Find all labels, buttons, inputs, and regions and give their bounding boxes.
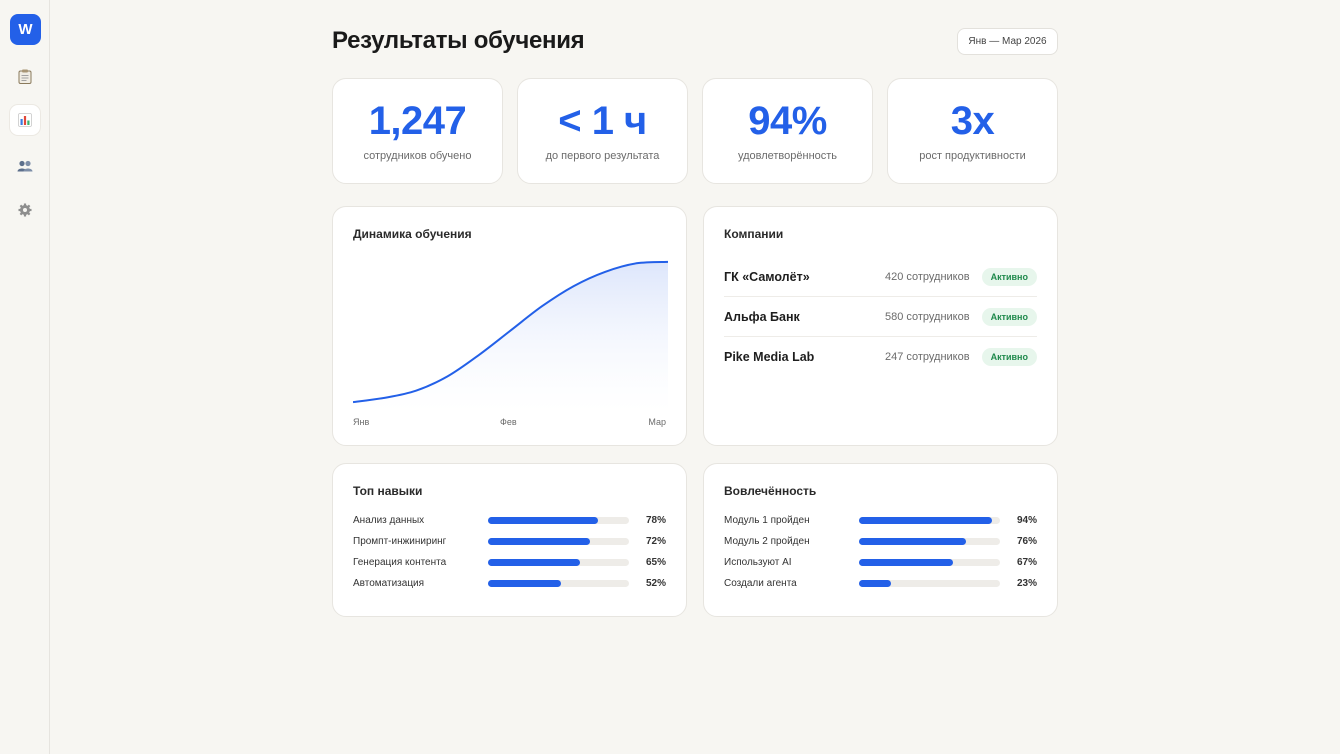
progress-fill [859,579,892,587]
engagement-card: Вовлечённость Модуль 1 пройден 94% Модул… [703,463,1058,617]
engagement-value: 94% [1016,514,1037,526]
progress-track [859,537,1000,545]
company-row[interactable]: ГК «Самолёт» 420 сотрудников Активно [724,257,1037,297]
company-count: 247 сотрудников [884,351,970,363]
skill-label: Автоматизация [353,577,425,589]
company-name: ГК «Самолёт» [724,269,810,284]
engagement-row: Создали агента 23% [724,576,1037,590]
engagement-label: Используют AI [724,556,792,568]
bar-chart-icon [18,113,32,127]
stat-label: удовлетворённость [737,150,838,162]
users-icon [17,160,33,172]
progress-track [859,516,1000,524]
date-range-picker[interactable]: Янв — Мар 2026 [957,28,1058,55]
stat-label: рост продуктивности [919,150,1026,162]
x-tick-label: Янв [353,417,370,427]
sidebar-item-settings[interactable] [10,195,40,225]
sidebar-item-analytics[interactable] [10,105,40,135]
skills-title: Топ навыки [353,484,423,498]
progress-fill [488,579,562,587]
progress-track [488,558,629,566]
engagement-row: Модуль 1 пройден 94% [724,513,1037,527]
company-count: 420 сотрудников [884,270,970,283]
skill-value: 72% [645,535,666,547]
companies-card: Компании ГК «Самолёт» 420 сотрудников Ак… [703,206,1058,446]
dynamics-title: Динамика обучения [353,227,472,241]
stat-card-productivity: 3x рост продуктивности [887,78,1058,184]
stat-value: 94% [748,99,827,143]
skills-card: Топ навыки Анализ данных 78% Промпт-инжи… [332,463,687,617]
engagement-value: 76% [1016,535,1037,547]
progress-fill [488,558,580,566]
progress-track [488,537,629,545]
chart-series-line [353,260,668,404]
app-logo[interactable]: W [10,14,41,45]
stat-card-satisfaction: 94% удовлетворённость [702,78,873,184]
progress-track [488,516,629,524]
chart-area-fill [353,261,668,412]
dynamics-card: Динамика обучения Янв Фев Мар [332,206,687,446]
company-row[interactable]: Pike Media Lab 247 сотрудников Активно [724,337,1037,377]
engagement-row: Модуль 2 пройден 76% [724,534,1037,548]
status-badge: Активно [981,267,1037,286]
skill-value: 65% [645,556,666,568]
skill-value: 78% [645,514,666,526]
progress-track [859,579,1000,587]
progress-fill [859,537,967,545]
progress-track [859,558,1000,566]
stat-value: 3x [950,99,995,143]
company-count: 580 сотрудников [884,310,970,323]
company-name: Pike Media Lab [724,350,815,364]
stat-label: до первого результата [545,150,660,162]
skill-label: Анализ данных [353,514,425,526]
x-tick-label: Мар [648,417,666,427]
sidebar-item-courses[interactable] [10,61,40,91]
stat-value: 1,247 [368,99,467,143]
skill-row: Анализ данных 78% [353,513,666,527]
company-row[interactable]: Альфа Банк 580 сотрудников Активно [724,297,1037,337]
progress-fill [488,516,598,524]
skill-value: 52% [645,577,666,589]
skill-label: Промпт-инжиниринг [353,535,447,547]
x-tick-label: Фев [500,417,517,427]
skill-row: Промпт-инжиниринг 72% [353,534,666,548]
gear-icon [18,203,32,217]
engagement-row: Используют AI 67% [724,555,1037,569]
progress-fill [488,537,590,545]
companies-title: Компании [724,227,784,241]
engagement-title: Вовлечённость [724,484,817,498]
skill-row: Генерация контента 65% [353,555,666,569]
stat-card-trained: 1,247 сотрудников обучено [332,78,503,184]
engagement-value: 23% [1016,577,1037,589]
engagement-value: 67% [1016,556,1037,568]
stat-card-time-to-result: < 1 ч до первого результата [517,78,688,184]
stat-label: сотрудников обучено [363,150,472,162]
clipboard-icon [18,69,32,84]
dynamics-chart [353,260,668,412]
progress-track [488,579,629,587]
skill-label: Генерация контента [353,556,447,568]
page-title: Результаты обучения [332,27,585,54]
status-badge: Активно [981,348,1037,366]
engagement-label: Модуль 2 пройден [724,535,810,547]
stat-value: < 1 ч [558,99,647,143]
engagement-label: Модуль 1 пройден [724,514,810,526]
company-name: Альфа Банк [724,309,800,324]
engagement-label: Создали агента [724,577,797,589]
sidebar-item-users[interactable] [10,151,40,181]
status-badge: Активно [981,307,1037,326]
progress-fill [859,558,954,566]
sidebar: W [0,0,50,754]
skill-row: Автоматизация 52% [353,576,666,590]
progress-fill [859,516,992,524]
